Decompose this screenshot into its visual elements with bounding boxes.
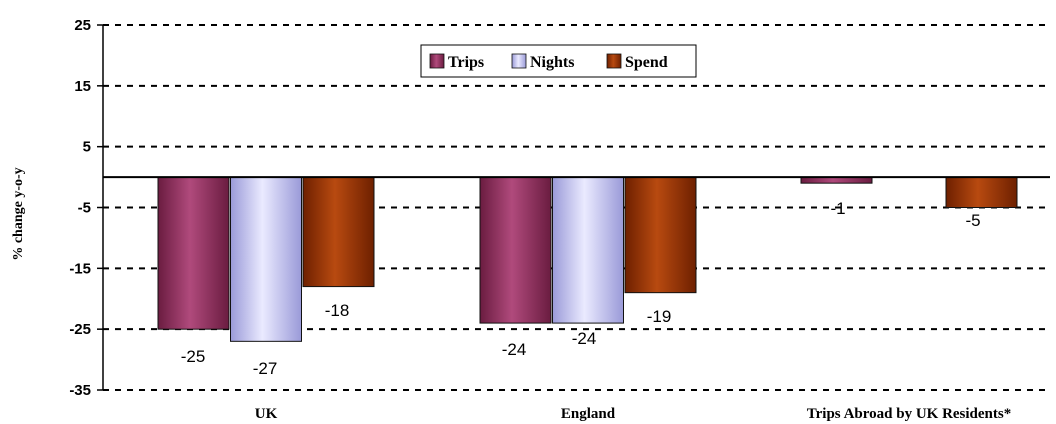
legend: Trips Nights Spend xyxy=(420,44,697,78)
data-label: -1 xyxy=(830,199,845,218)
y-axis-title: % change y-o-y xyxy=(11,167,26,260)
legend-swatch xyxy=(606,53,622,69)
data-label: -24 xyxy=(502,340,527,359)
y-tick-label: -5 xyxy=(78,200,91,217)
y-tick-label: 5 xyxy=(83,139,91,156)
data-label: -18 xyxy=(325,301,350,320)
bar-nights xyxy=(230,176,302,342)
data-label: -25 xyxy=(181,347,206,366)
y-tick-label: -35 xyxy=(69,382,91,399)
legend-swatch xyxy=(429,53,445,69)
labels: 25 15 5 -5 -15 -25 -35 -25 -24 -1 -27 -24 -18 -19 -5 UK… xyxy=(69,17,1011,422)
axes xyxy=(97,24,1050,391)
data-label: -27 xyxy=(253,359,278,378)
x-category-label: UK xyxy=(255,406,278,422)
bar-spend xyxy=(624,176,697,294)
bar-spend xyxy=(302,176,375,288)
legend-label: Nights xyxy=(530,54,574,71)
y-tick-label: -15 xyxy=(69,260,91,277)
y-tick-label: -25 xyxy=(69,321,91,338)
legend-label: Trips xyxy=(448,54,484,71)
x-category-label: Trips Abroad by UK Residents* xyxy=(807,406,1012,422)
data-label: -19 xyxy=(647,307,672,326)
bar-spend xyxy=(945,176,1018,208)
legend-box xyxy=(420,44,697,78)
y-tick-label: 15 xyxy=(74,78,91,95)
legend-swatch xyxy=(511,53,527,69)
legend-label: Spend xyxy=(625,54,668,71)
data-label: -5 xyxy=(965,211,980,230)
bars xyxy=(157,176,1018,342)
bar-nights xyxy=(552,176,624,324)
bar-trips xyxy=(479,176,552,324)
x-category-label: England xyxy=(561,406,616,422)
y-tick-label: 25 xyxy=(74,17,91,34)
bar-trips xyxy=(157,176,230,330)
data-label: -24 xyxy=(572,329,597,348)
